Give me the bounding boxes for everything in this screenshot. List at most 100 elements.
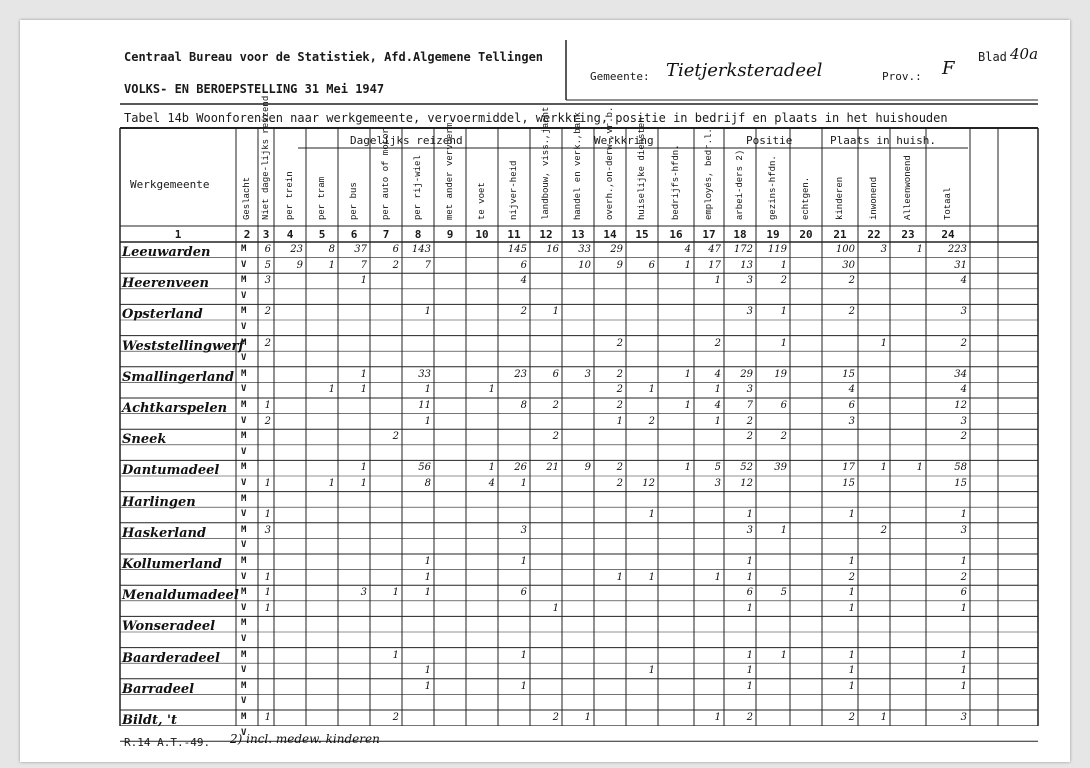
werkgemeente-name: Bildt, 't — [122, 713, 177, 728]
data-cell: 21 — [546, 462, 559, 474]
data-cell: 33 — [578, 244, 591, 255]
col-number: 14 — [603, 228, 617, 241]
col-number: 11 — [507, 228, 521, 241]
col-head-22: Alleenwonend — [903, 155, 913, 220]
data-cell: 7 — [360, 259, 367, 271]
data-cell: 4 — [520, 275, 527, 287]
data-cell: 39 — [774, 462, 787, 474]
sex-m: M — [241, 462, 247, 473]
footnote: 2) incl. medew. kinderen — [230, 732, 380, 746]
data-cell: 1 — [746, 509, 753, 521]
werkgemeente-name: Sneek — [122, 432, 167, 448]
data-cell: 5 — [714, 462, 721, 474]
data-cell: 5 — [264, 259, 271, 271]
data-cell: 1 — [424, 680, 431, 692]
data-cell: 1 — [360, 478, 367, 489]
data-cell: 9 — [584, 462, 591, 474]
werkgemeente-name: Smallingerland — [122, 369, 234, 385]
sex-m: M — [241, 368, 247, 379]
sex-m: M — [241, 337, 247, 348]
data-cell: 9 — [296, 259, 303, 271]
data-cell: 1 — [520, 478, 527, 489]
col-head-17: arbei-ders 2) — [735, 149, 745, 220]
data-cell: 4 — [714, 368, 721, 380]
sex-v: V — [241, 540, 247, 551]
sex-m: M — [241, 618, 247, 629]
data-cell: 10 — [578, 259, 591, 271]
data-cell: 3 — [584, 368, 591, 380]
data-cell: 12 — [642, 478, 655, 489]
data-cell: 4 — [714, 400, 721, 411]
sex-v: V — [241, 322, 247, 332]
data-cell: 1 — [520, 680, 527, 692]
sex-m: M — [241, 431, 247, 442]
data-cell: 2 — [392, 431, 399, 443]
data-cell: 2 — [848, 275, 855, 287]
col-number: 8 — [414, 228, 422, 241]
data-cell: 3 — [960, 306, 967, 318]
data-cell: 26 — [514, 462, 527, 474]
data-cell: 2 — [780, 275, 787, 287]
data-cell: 119 — [767, 244, 787, 255]
col-number: 21 — [833, 228, 847, 241]
col-head-1: Geslacht — [242, 176, 252, 220]
data-cell: 1 — [780, 337, 787, 349]
data-cell: 1 — [746, 680, 753, 692]
data-cell: 1 — [264, 602, 271, 614]
col-head-15: bedrijfs-hfdn. — [671, 144, 681, 220]
col-number: 23 — [901, 228, 915, 241]
col-head-16: employés, bedr.l. — [704, 128, 714, 220]
data-cell: 19 — [774, 368, 787, 380]
col-head-5: per bus — [349, 182, 359, 220]
data-cell: 1 — [360, 462, 367, 474]
data-cell: 29 — [740, 368, 753, 380]
data-cell: 2 — [520, 306, 527, 318]
data-cell: 1 — [424, 556, 431, 567]
data-cell: 1 — [616, 571, 623, 583]
data-cell: 37 — [354, 244, 367, 255]
data-cell: 6 — [552, 368, 559, 380]
werkgemeente-name: Leeuwarden — [122, 245, 211, 260]
data-cell: 1 — [780, 259, 787, 271]
data-cell: 17 — [842, 462, 855, 474]
werkgemeente-name: Barradeel — [122, 681, 195, 697]
werkgemeente-name: Dantumadeel — [122, 463, 220, 479]
data-cell: 16 — [546, 244, 559, 255]
data-cell: 3 — [520, 524, 527, 536]
col-number: 15 — [635, 228, 649, 241]
data-cell: 2 — [264, 337, 271, 349]
data-cell: 1 — [328, 478, 335, 489]
werkgemeente-name: Kollumerland — [122, 557, 222, 572]
data-cell: 1 — [848, 587, 855, 599]
data-cell: 8 — [328, 244, 335, 255]
col-number: 22 — [867, 228, 881, 241]
sex-m: M — [241, 493, 247, 504]
col-number: 3 — [262, 228, 270, 241]
col-number: 7 — [382, 228, 390, 241]
data-cell: 1 — [848, 556, 855, 567]
data-cell: 3 — [746, 384, 753, 396]
data-cell: 2 — [960, 571, 967, 583]
col-head-18: gezins-hfdn. — [768, 155, 778, 220]
col-head-13: overh.,on-derw.,vr.b. — [605, 106, 615, 220]
data-cell: 1 — [746, 556, 753, 567]
data-cell: 1 — [780, 306, 787, 318]
data-cell: 33 — [418, 368, 431, 380]
data-cell: 6 — [520, 259, 527, 271]
data-cell: 1 — [684, 462, 691, 474]
data-cell: 2 — [392, 712, 399, 723]
data-cell: 1 — [714, 415, 721, 427]
data-cell: 1 — [684, 400, 691, 411]
col-head-4: per tram — [317, 176, 327, 220]
data-cell: 1 — [714, 571, 721, 583]
data-cell: 52 — [740, 462, 753, 474]
data-cell: 3 — [880, 244, 887, 255]
data-cell: 1 — [392, 587, 399, 599]
data-cell: 1 — [328, 259, 335, 271]
data-cell: 1 — [424, 384, 431, 396]
data-cell: 6 — [264, 244, 271, 255]
sex-v: V — [241, 634, 247, 644]
col-head-20: kinderen — [835, 176, 845, 220]
data-cell: 3 — [746, 524, 753, 536]
col-number: 5 — [318, 228, 326, 241]
